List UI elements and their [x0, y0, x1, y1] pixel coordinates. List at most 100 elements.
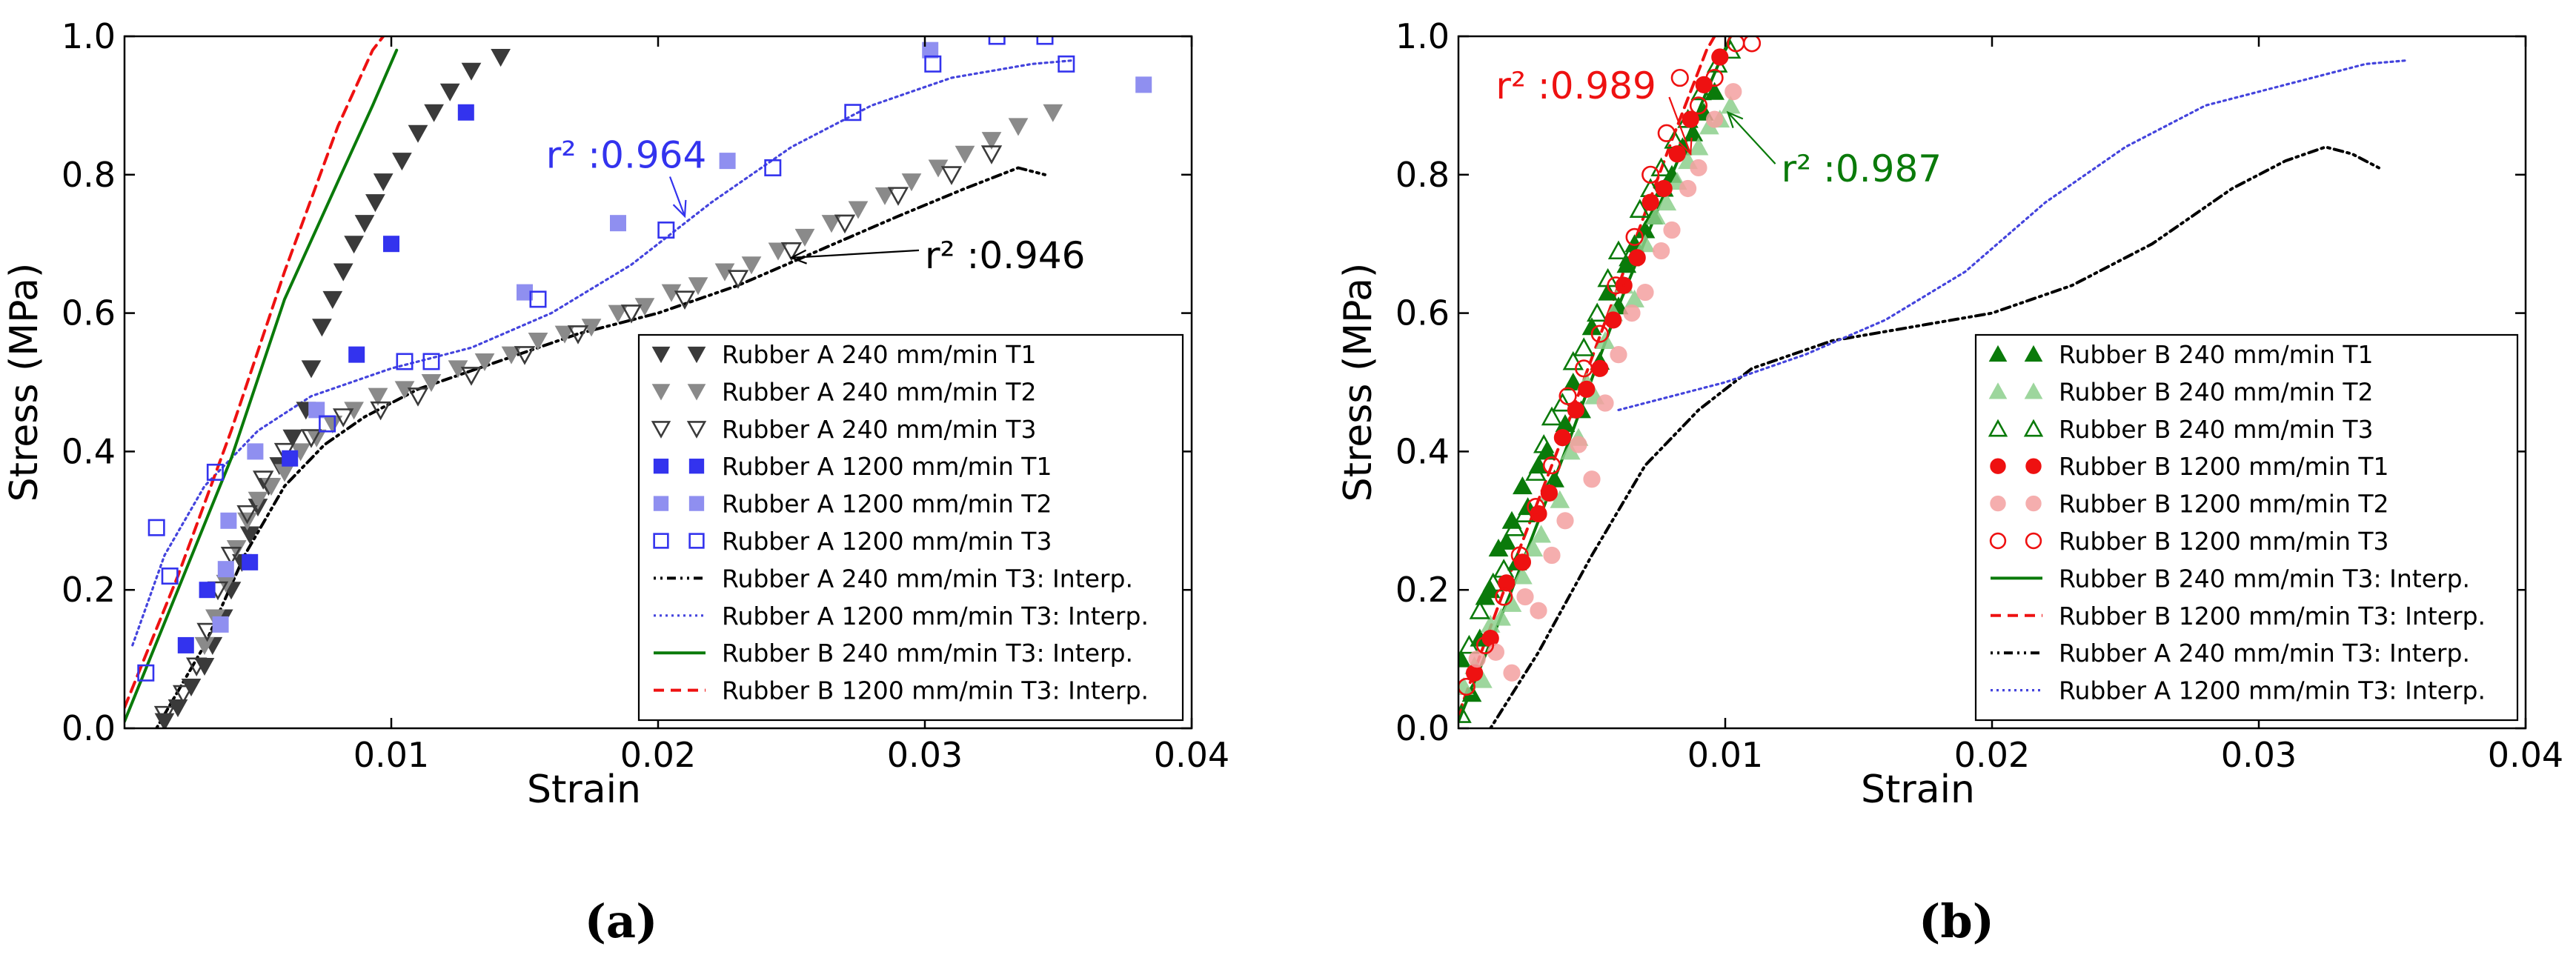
data-point — [1036, 36, 1054, 45]
data-point — [1458, 634, 1480, 654]
data-point — [185, 657, 208, 677]
legend-label: Rubber B 240 mm/min T3: Interp. — [2059, 564, 2470, 593]
data-point — [474, 353, 495, 372]
legend-item-rubber-a-240-mm-min-t2: Rubber A 240 mm/min T2 — [651, 377, 1036, 406]
legend-marker — [651, 384, 671, 401]
data-point — [199, 582, 216, 599]
data-point — [608, 305, 628, 323]
y-axis-label: Stress (MPa) — [1336, 263, 1381, 502]
data-point — [1458, 649, 1471, 668]
data-point — [1480, 580, 1501, 599]
data-point — [741, 256, 762, 275]
data-point — [1690, 159, 1707, 177]
legend-b: Rubber B 240 mm/min T1 Rubber B 240 mm/mi… — [1974, 333, 2519, 722]
data-point — [312, 319, 332, 337]
panel-a-label: (a) — [585, 894, 658, 948]
x-tick-label: 0.02 — [620, 735, 696, 775]
legend-marker — [2025, 495, 2042, 512]
data-point — [657, 222, 675, 239]
data-point — [422, 353, 440, 370]
annotation-arrow — [1727, 111, 1776, 164]
data-point — [1607, 276, 1625, 295]
data-point — [620, 305, 643, 324]
data-point — [344, 236, 364, 254]
data-point — [1552, 392, 1573, 412]
series-markers-rubber-b-1200-mm-min-t3 — [1458, 36, 1762, 696]
annotation-arrowhead — [672, 199, 687, 219]
x-tick-label: 0.01 — [353, 735, 429, 775]
legend-item-rubber-a-1200-mm-min-t2: Rubber A 1200 mm/min T2 — [653, 490, 1052, 519]
data-point — [365, 194, 385, 213]
data-point — [1573, 337, 1595, 356]
data-point — [332, 408, 354, 427]
legend-item-rubber-b-1200-mm-min-t3-interp: Rubber B 1200 mm/min T3: Interp. — [654, 676, 1149, 705]
data-point — [1596, 394, 1614, 412]
data-point — [1742, 36, 1762, 53]
legend-marker — [651, 421, 671, 439]
legend-label: Rubber A 1200 mm/min T1 — [722, 452, 1052, 481]
legend-marker — [1990, 495, 2006, 512]
y-tick-label: 0.8 — [1395, 155, 1450, 195]
data-point — [161, 568, 179, 585]
data-point — [609, 215, 626, 232]
legend-marker — [2025, 458, 2042, 474]
data-point — [844, 104, 862, 122]
data-point — [1590, 325, 1609, 343]
data-point — [1531, 525, 1551, 543]
data-point — [282, 450, 299, 467]
series-markers-rubber-a-240-mm-min-t2 — [194, 104, 1063, 655]
data-point — [1641, 165, 1660, 184]
data-point — [177, 636, 194, 653]
data-point — [196, 622, 218, 642]
series-markers-rubber-a-1200-mm-min-t2 — [212, 41, 1152, 633]
legend-marker-group — [1988, 345, 2043, 362]
data-point — [1543, 546, 1561, 565]
data-point — [727, 270, 749, 289]
data-point — [172, 685, 194, 705]
legend-item-rubber-b-240-mm-min-t3: Rubber B 240 mm/min T3 — [1988, 415, 2374, 444]
data-point — [768, 242, 789, 261]
legend-box — [1974, 333, 2519, 722]
data-point — [1628, 249, 1646, 267]
data-point — [206, 463, 224, 481]
y-axis-label: Stress (MPa) — [2, 263, 47, 502]
data-point — [1513, 476, 1533, 495]
data-point — [1657, 124, 1676, 142]
data-point — [252, 470, 274, 490]
y-tick-label: 0.8 — [62, 155, 116, 195]
data-point — [1043, 104, 1063, 122]
legend-marker-group — [1990, 458, 2042, 474]
data-point — [392, 153, 412, 171]
legend-label: Rubber A 240 mm/min T3: Interp. — [2059, 639, 2470, 668]
data-point — [248, 491, 268, 510]
y-tick-label: 0.6 — [62, 293, 116, 333]
data-point — [928, 159, 949, 178]
legend-marker — [1988, 345, 2008, 362]
legend-item-rubber-b-1200-mm-min-t3: Rubber B 1200 mm/min T3 — [1989, 527, 2389, 556]
data-point — [1683, 123, 1704, 142]
data-point — [1504, 517, 1525, 536]
legend-label: Rubber A 240 mm/min T3 — [722, 415, 1036, 444]
legend-marker-group — [1989, 532, 2042, 550]
annotation-arrow — [1668, 96, 1692, 155]
legend-item-rubber-b-240-mm-min-t3-interp: Rubber B 240 mm/min T3: Interp. — [1991, 564, 2470, 593]
data-point — [226, 540, 247, 559]
data-point — [1663, 221, 1681, 239]
data-point — [1656, 193, 1677, 211]
data-point — [301, 360, 322, 379]
data-point — [901, 173, 922, 192]
legend-marker-group — [1988, 419, 2044, 437]
data-point — [1705, 68, 1724, 87]
y-tick-label: 1.0 — [62, 16, 116, 56]
data-point — [461, 62, 482, 81]
legend-marker — [1988, 419, 2008, 437]
data-point — [1533, 433, 1555, 453]
data-point — [1513, 566, 1533, 585]
data-point — [322, 290, 343, 309]
data-point — [1495, 588, 1513, 606]
data-point — [439, 83, 460, 102]
data-point — [1458, 704, 1472, 723]
data-point — [1653, 242, 1670, 260]
legend-item-rubber-b-240-mm-min-t2: Rubber B 240 mm/min T2 — [1988, 377, 2374, 406]
data-point — [368, 387, 388, 406]
